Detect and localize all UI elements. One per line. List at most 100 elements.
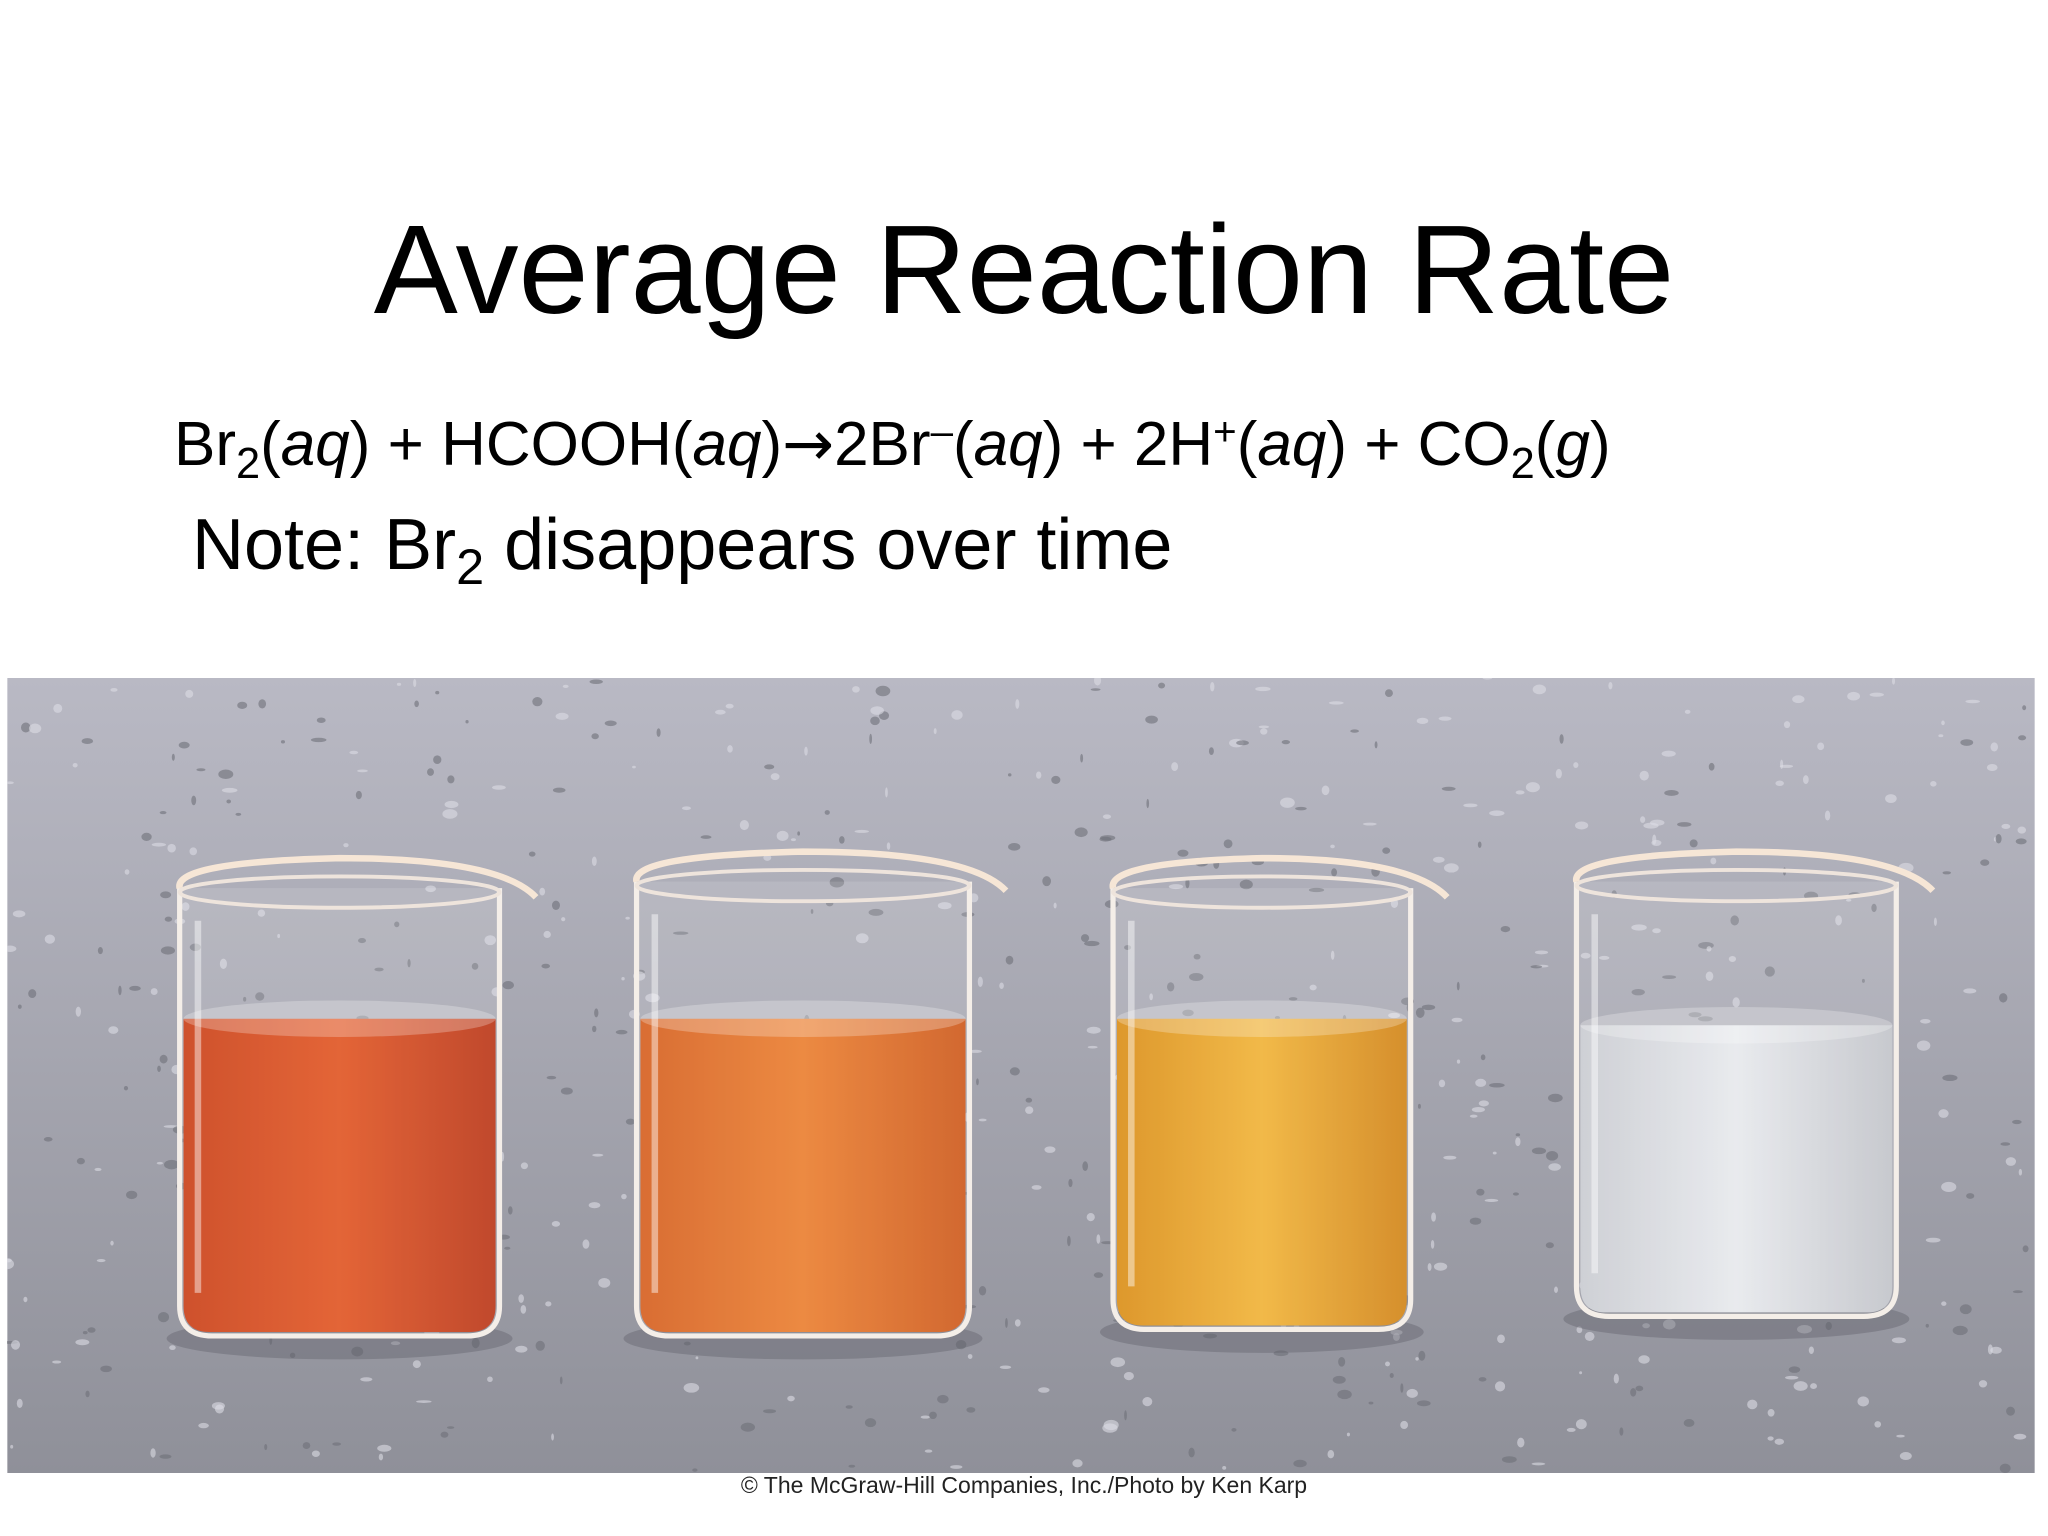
speckle [196, 768, 206, 772]
speckle [1015, 699, 1020, 709]
speckle [1482, 678, 1493, 680]
note-part: disappears over time [484, 505, 1173, 585]
speckle [110, 1240, 114, 1246]
speckle [1808, 1346, 1814, 1355]
speckle [1500, 926, 1511, 933]
speckle [839, 836, 845, 844]
speckle [1430, 1239, 1435, 1249]
eq-subscript: 2 [236, 440, 261, 489]
speckle [1100, 835, 1116, 841]
speckle [1952, 1325, 1968, 1336]
speckle [1142, 1397, 1153, 1407]
speckle [1456, 981, 1460, 991]
speckle [1546, 1151, 1559, 1161]
speckle [1631, 988, 1645, 996]
eq-part: ( [952, 410, 974, 480]
speckle [52, 1360, 62, 1364]
speckle [520, 1304, 527, 1314]
speckle [920, 1415, 930, 1419]
speckle [1489, 1082, 1505, 1088]
speckle [435, 690, 440, 695]
speckle [1005, 955, 1014, 965]
liquid-surface [183, 1000, 496, 1037]
speckle [1260, 728, 1268, 735]
speckle [632, 765, 636, 769]
speckle [886, 842, 891, 850]
speckle [598, 1277, 611, 1288]
speckle [804, 746, 808, 756]
speckle [561, 917, 566, 922]
speckle [1705, 971, 1714, 982]
speckle [1652, 834, 1657, 845]
speckle [1497, 1334, 1505, 1344]
speckle [1960, 739, 1974, 746]
speckle [1575, 821, 1589, 830]
speckle [1980, 859, 1990, 866]
speckle [1631, 924, 1647, 931]
speckle [1643, 822, 1659, 829]
speckle [1400, 1420, 1409, 1430]
speckle [1963, 988, 1977, 994]
speckle [1124, 945, 1132, 950]
speckle [1273, 1350, 1289, 1357]
speckle [1785, 1375, 1799, 1380]
speckle [2017, 826, 2027, 834]
speckle [487, 1376, 493, 1383]
speckle [1774, 1438, 1785, 1445]
speckle [1110, 1357, 1126, 1368]
speckle [492, 785, 506, 790]
speckle [1330, 950, 1335, 960]
speckle [976, 1078, 979, 1086]
rim-front [634, 867, 972, 904]
speckle [44, 934, 55, 944]
speckle [1548, 1093, 1563, 1103]
speckle [1803, 775, 1809, 785]
speckle [1074, 827, 1088, 838]
speckle [349, 750, 359, 755]
speckle [150, 988, 158, 996]
speckle [528, 851, 536, 857]
speckle [1025, 1106, 1034, 1114]
speckle [96, 1259, 106, 1263]
speckle [94, 1167, 102, 1172]
speckle [1792, 695, 1805, 704]
speckle [226, 799, 232, 804]
speckle [1038, 1387, 1050, 1393]
speckle [1566, 1427, 1576, 1432]
speckle [2012, 1290, 2023, 1294]
speckle [1384, 689, 1393, 698]
speckle [559, 1376, 563, 1385]
speckle [518, 1294, 524, 1303]
speckle [442, 809, 458, 819]
speckle [129, 985, 141, 991]
speckle [1987, 1344, 1993, 1355]
speckle [425, 885, 436, 893]
speckle [433, 755, 442, 765]
speckle [1193, 953, 1201, 960]
speckle [1123, 1371, 1134, 1381]
speckle [123, 1085, 129, 1091]
speckle [1999, 1463, 2011, 1473]
speckle [280, 740, 285, 744]
speckle [1177, 849, 1189, 857]
speckle [76, 1157, 85, 1165]
speckle [852, 686, 860, 693]
speckle [1484, 1198, 1499, 1203]
speckle [929, 1411, 937, 1420]
speckle [1891, 678, 1896, 685]
speckle [937, 902, 952, 910]
speckle [977, 976, 983, 987]
speckle [355, 790, 362, 800]
speckle [1331, 868, 1338, 877]
eq-state: aq [280, 410, 350, 480]
speckle [1441, 786, 1456, 791]
speckle [1697, 1016, 1713, 1022]
speckle [2012, 1119, 2022, 1125]
speckle [1664, 790, 1679, 796]
speckle [543, 930, 551, 939]
speckle [390, 1341, 401, 1346]
eq-state: aq [692, 410, 762, 480]
speckle [855, 933, 869, 944]
speckle [416, 1400, 432, 1403]
speckle [160, 946, 175, 955]
